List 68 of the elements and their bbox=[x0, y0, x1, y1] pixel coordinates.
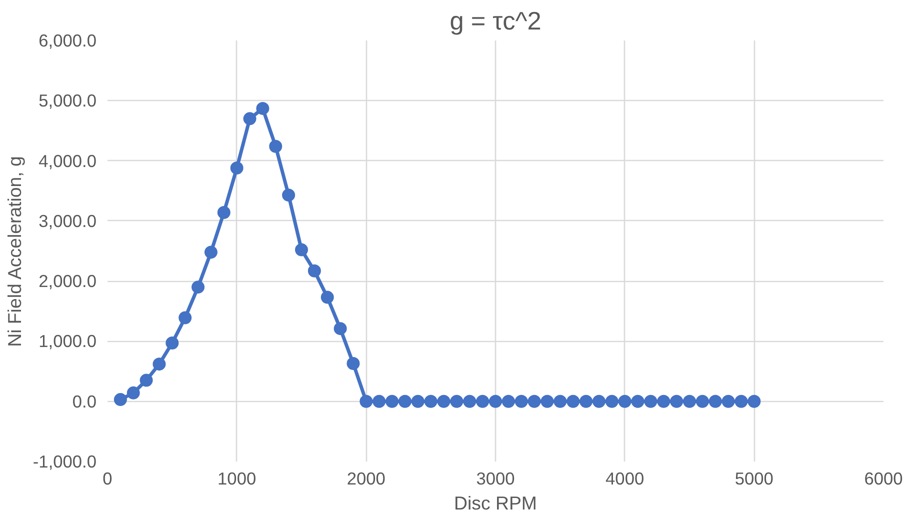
point bbox=[489, 394, 502, 408]
point bbox=[514, 394, 528, 408]
y-tick-label: 6,000.0 bbox=[38, 30, 97, 50]
point bbox=[282, 188, 296, 202]
x-tick-label: 6000 bbox=[864, 468, 903, 488]
point bbox=[152, 358, 166, 371]
point bbox=[631, 394, 644, 408]
x-tick-label: 0 bbox=[102, 468, 112, 488]
y-tick-label: 0.0 bbox=[72, 391, 97, 412]
x-tick-label: 4000 bbox=[606, 468, 644, 488]
y-tick-label: 2,000.0 bbox=[38, 271, 97, 292]
point bbox=[243, 112, 256, 126]
point bbox=[618, 394, 632, 408]
point bbox=[734, 394, 748, 408]
point bbox=[566, 394, 580, 408]
point bbox=[644, 394, 658, 408]
point bbox=[269, 140, 282, 153]
y-tick-label: 4,000.0 bbox=[38, 150, 97, 171]
y-tick-label: 5,000.0 bbox=[38, 90, 97, 111]
point bbox=[683, 394, 696, 408]
point bbox=[178, 311, 192, 324]
point bbox=[386, 394, 399, 408]
point bbox=[114, 393, 127, 406]
point bbox=[192, 280, 205, 294]
y-axis-title: Ni Field Acceleration, g bbox=[4, 156, 25, 347]
point bbox=[748, 394, 761, 408]
x-tick-label: 2000 bbox=[346, 468, 386, 488]
point bbox=[126, 386, 140, 400]
point bbox=[722, 394, 735, 408]
point bbox=[592, 394, 606, 408]
y-tick-label: 1,000.0 bbox=[38, 331, 97, 352]
point bbox=[217, 206, 230, 219]
point bbox=[437, 394, 450, 408]
point bbox=[463, 394, 476, 408]
point bbox=[372, 394, 386, 408]
point bbox=[476, 394, 490, 408]
chart-title: g = τc^2 bbox=[450, 8, 542, 36]
point bbox=[605, 394, 618, 408]
point bbox=[320, 290, 334, 304]
point bbox=[657, 394, 670, 408]
point bbox=[540, 394, 554, 408]
point bbox=[166, 336, 179, 350]
point bbox=[230, 162, 244, 174]
point bbox=[411, 394, 424, 408]
point bbox=[295, 243, 308, 256]
point bbox=[346, 356, 360, 370]
point bbox=[398, 394, 412, 408]
point bbox=[696, 394, 709, 408]
x-tick-label: 3000 bbox=[476, 468, 515, 488]
x-tick-label: 5000 bbox=[734, 468, 774, 488]
point bbox=[580, 394, 593, 408]
point bbox=[708, 394, 722, 408]
point bbox=[334, 322, 347, 336]
point bbox=[308, 264, 321, 278]
point bbox=[670, 394, 684, 408]
point bbox=[450, 394, 464, 408]
point bbox=[424, 394, 438, 408]
point bbox=[140, 374, 153, 387]
point bbox=[256, 102, 270, 115]
point bbox=[528, 394, 541, 408]
x-tick-label: 1000 bbox=[218, 468, 256, 488]
point bbox=[554, 394, 567, 408]
point bbox=[502, 394, 515, 408]
y-tick-label: 3,000.0 bbox=[38, 210, 97, 231]
point bbox=[360, 394, 373, 408]
point bbox=[204, 246, 218, 259]
x-axis-title: Disc RPM bbox=[454, 492, 537, 514]
y-tick-label: -1,000.0 bbox=[32, 452, 97, 472]
